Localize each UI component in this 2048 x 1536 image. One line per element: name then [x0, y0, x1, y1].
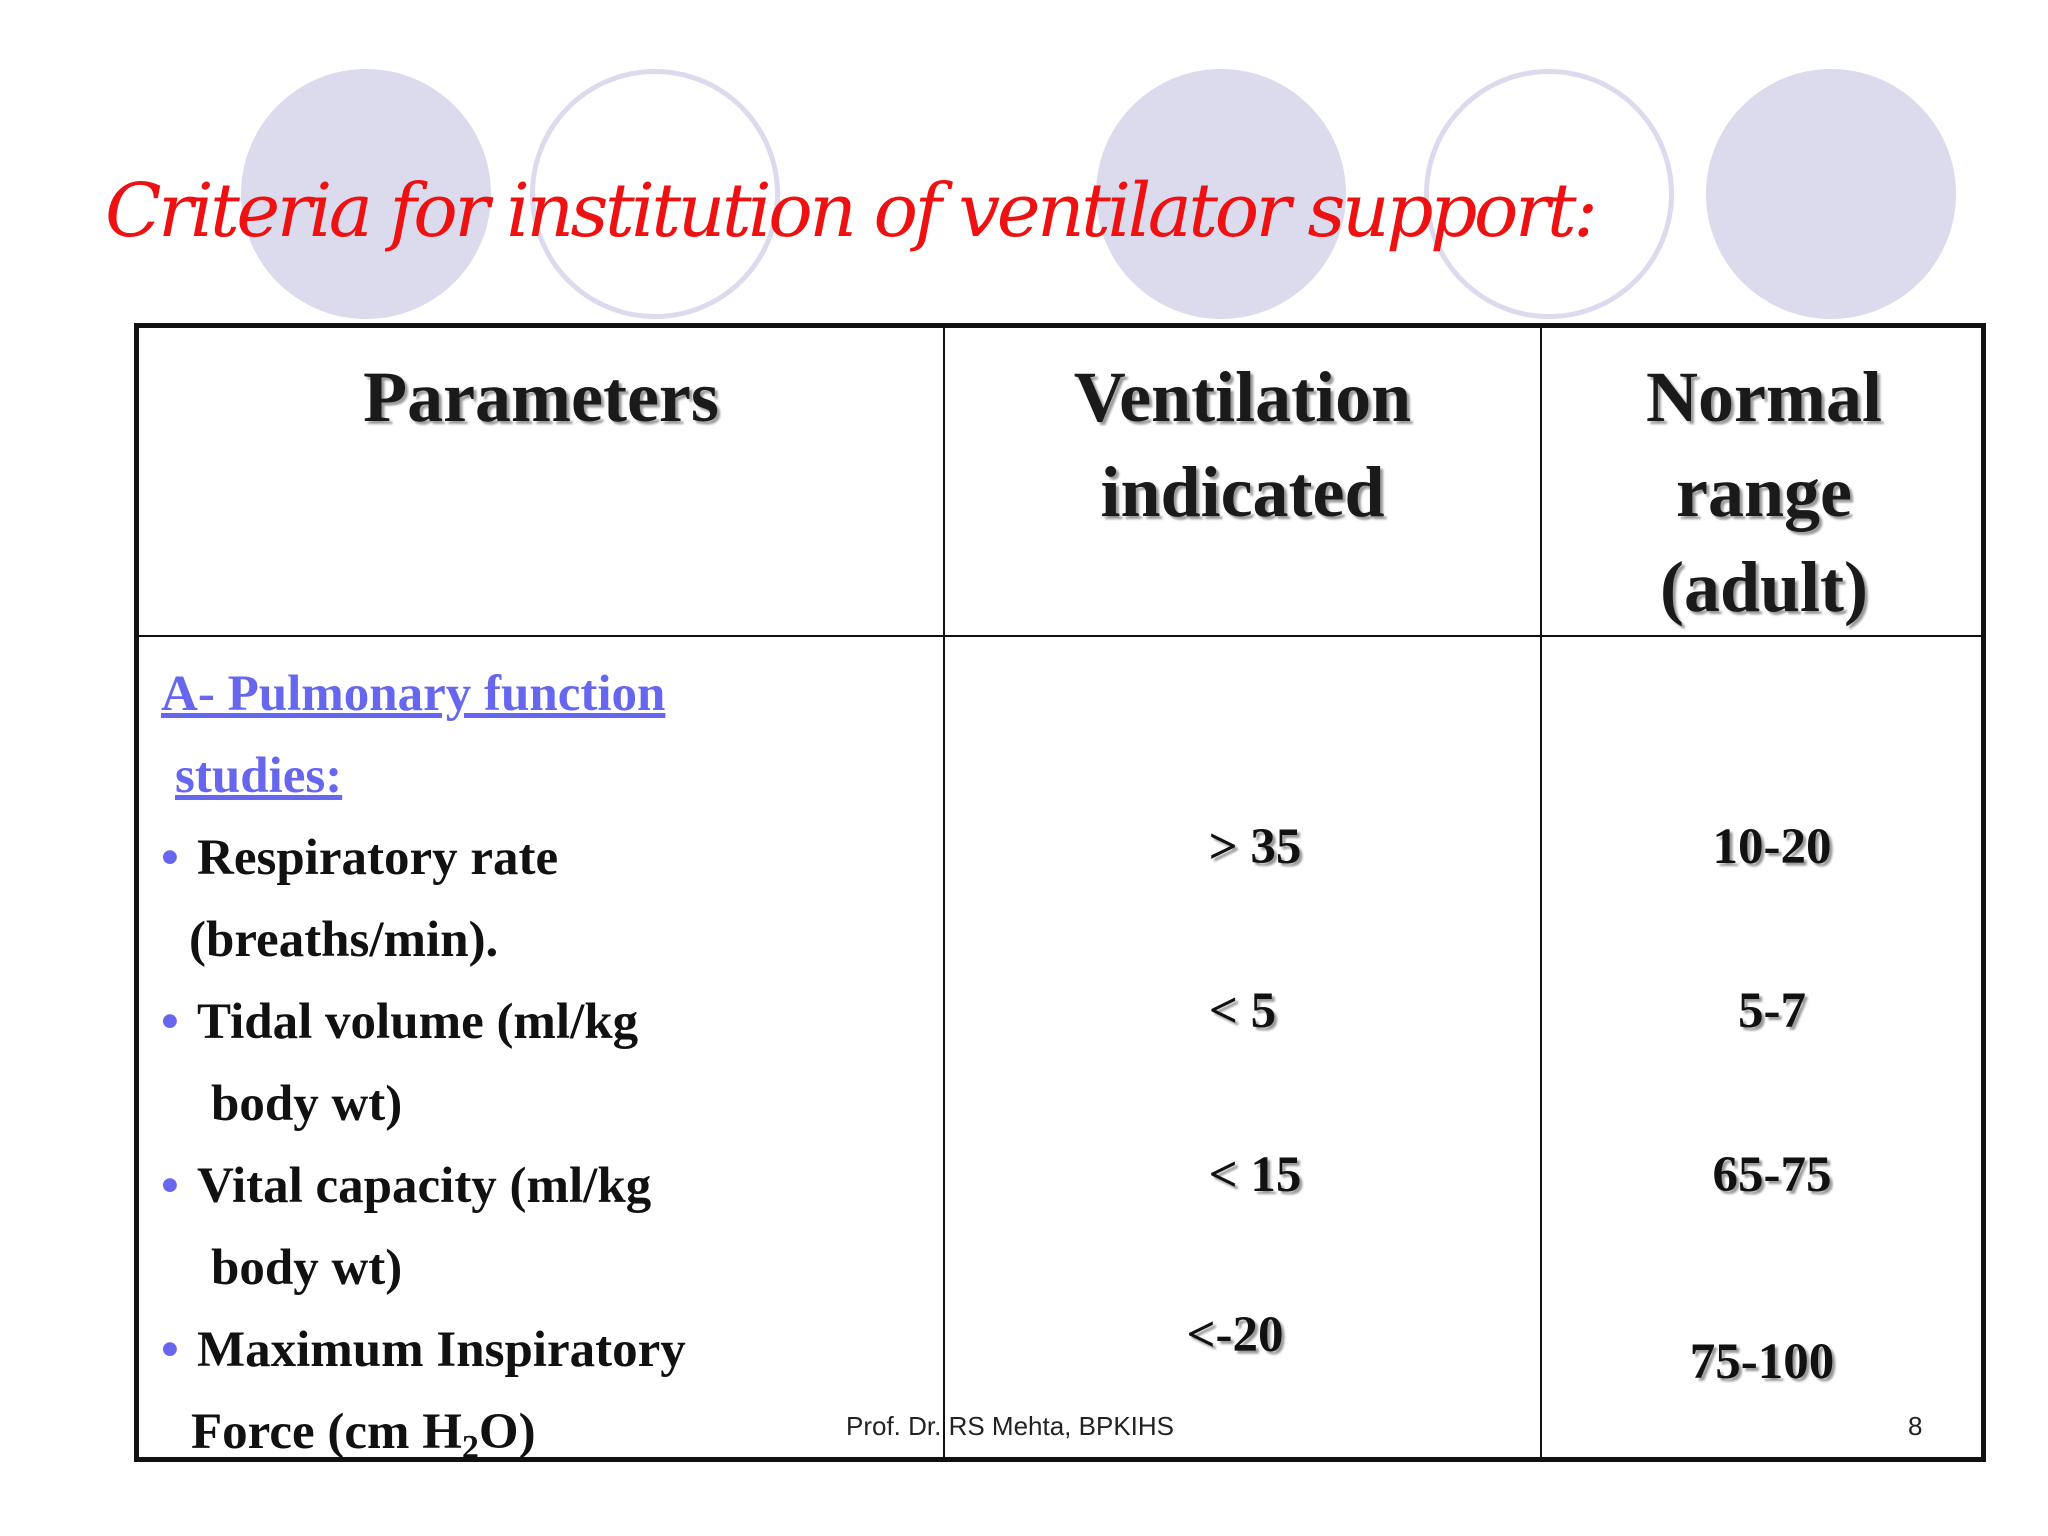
parameter-label: Tidal volume (ml/kg	[197, 994, 639, 1050]
parameter-label: Maximum Inspiratory	[197, 1322, 686, 1378]
page-number: 8	[1908, 1411, 1923, 1441]
ventilation-value: < 5	[1208, 983, 1277, 1039]
parameter-unit: Force (cm H2O)	[161, 1391, 686, 1489]
bullet-icon: •	[161, 994, 179, 1050]
parameter-unit: body wt)	[211, 1240, 403, 1296]
bullet-icon: •	[161, 1322, 179, 1378]
bullet-icon: •	[161, 1158, 179, 1214]
normal-range-value: 5-7	[1738, 983, 1806, 1039]
decorative-circle	[241, 69, 491, 319]
parameter-max-inspiratory-force: • Maximum Inspiratory Force (cm H2O)	[161, 1309, 686, 1489]
header-text-line: Normal	[1646, 357, 1882, 437]
column-divider	[943, 328, 945, 1457]
decorative-circle	[530, 69, 780, 319]
parameter-respiratory-rate: • Respiratory rate (breaths/min).	[161, 817, 558, 981]
section-heading-line: A- Pulmonary function	[161, 666, 666, 722]
decorative-circle	[1424, 69, 1674, 319]
parameter-vital-capacity: • Vital capacity (ml/kg body wt)	[161, 1145, 651, 1309]
normal-range-value: 75-100	[1689, 1334, 1835, 1390]
unit-subscript: 2	[461, 1429, 479, 1466]
header-text-line: range	[1676, 452, 1852, 532]
ventilation-value: <-20	[1186, 1307, 1284, 1363]
decorative-circle	[1096, 69, 1346, 319]
header-text-line: indicated	[1100, 452, 1385, 532]
ventilation-value: < 15	[1208, 1147, 1302, 1203]
header-text-line: (adult)	[1659, 547, 1869, 627]
header-parameters-text: Parameters	[363, 357, 719, 437]
footer-author: Prof. Dr. RS Mehta, BPKIHS	[846, 1411, 1174, 1441]
bullet-icon: •	[161, 830, 179, 886]
parameter-label: Vital capacity (ml/kg	[197, 1158, 652, 1214]
section-heading: A- Pulmonary function studies:	[161, 653, 665, 817]
normal-range-value: 10-20	[1712, 819, 1832, 875]
unit-text: O)	[478, 1404, 536, 1460]
header-ventilation-indicated: Ventilation indicated	[945, 350, 1540, 540]
parameter-unit: (breaths/min).	[189, 912, 499, 968]
parameter-label: Respiratory rate	[197, 830, 559, 886]
decorative-circle	[1706, 69, 1956, 319]
header-parameters: Parameters	[139, 350, 943, 445]
normal-range-value: 65-75	[1712, 1147, 1832, 1203]
column-divider	[1540, 328, 1542, 1457]
parameter-tidal-volume: • Tidal volume (ml/kg body wt)	[161, 981, 638, 1145]
unit-text: Force (cm H	[191, 1404, 462, 1460]
section-heading-line: studies:	[175, 748, 343, 804]
parameter-unit: body wt)	[211, 1076, 403, 1132]
header-divider	[139, 635, 1981, 637]
criteria-table: Parameters Ventilation indicated Normal …	[134, 323, 1986, 1466]
ventilation-value: > 35	[1208, 819, 1302, 875]
header-normal-range: Normal range (adult)	[1542, 350, 1986, 635]
header-text-line: Ventilation	[1073, 357, 1412, 437]
slide-title: Criteria for institution of ventilator s…	[105, 168, 1598, 254]
